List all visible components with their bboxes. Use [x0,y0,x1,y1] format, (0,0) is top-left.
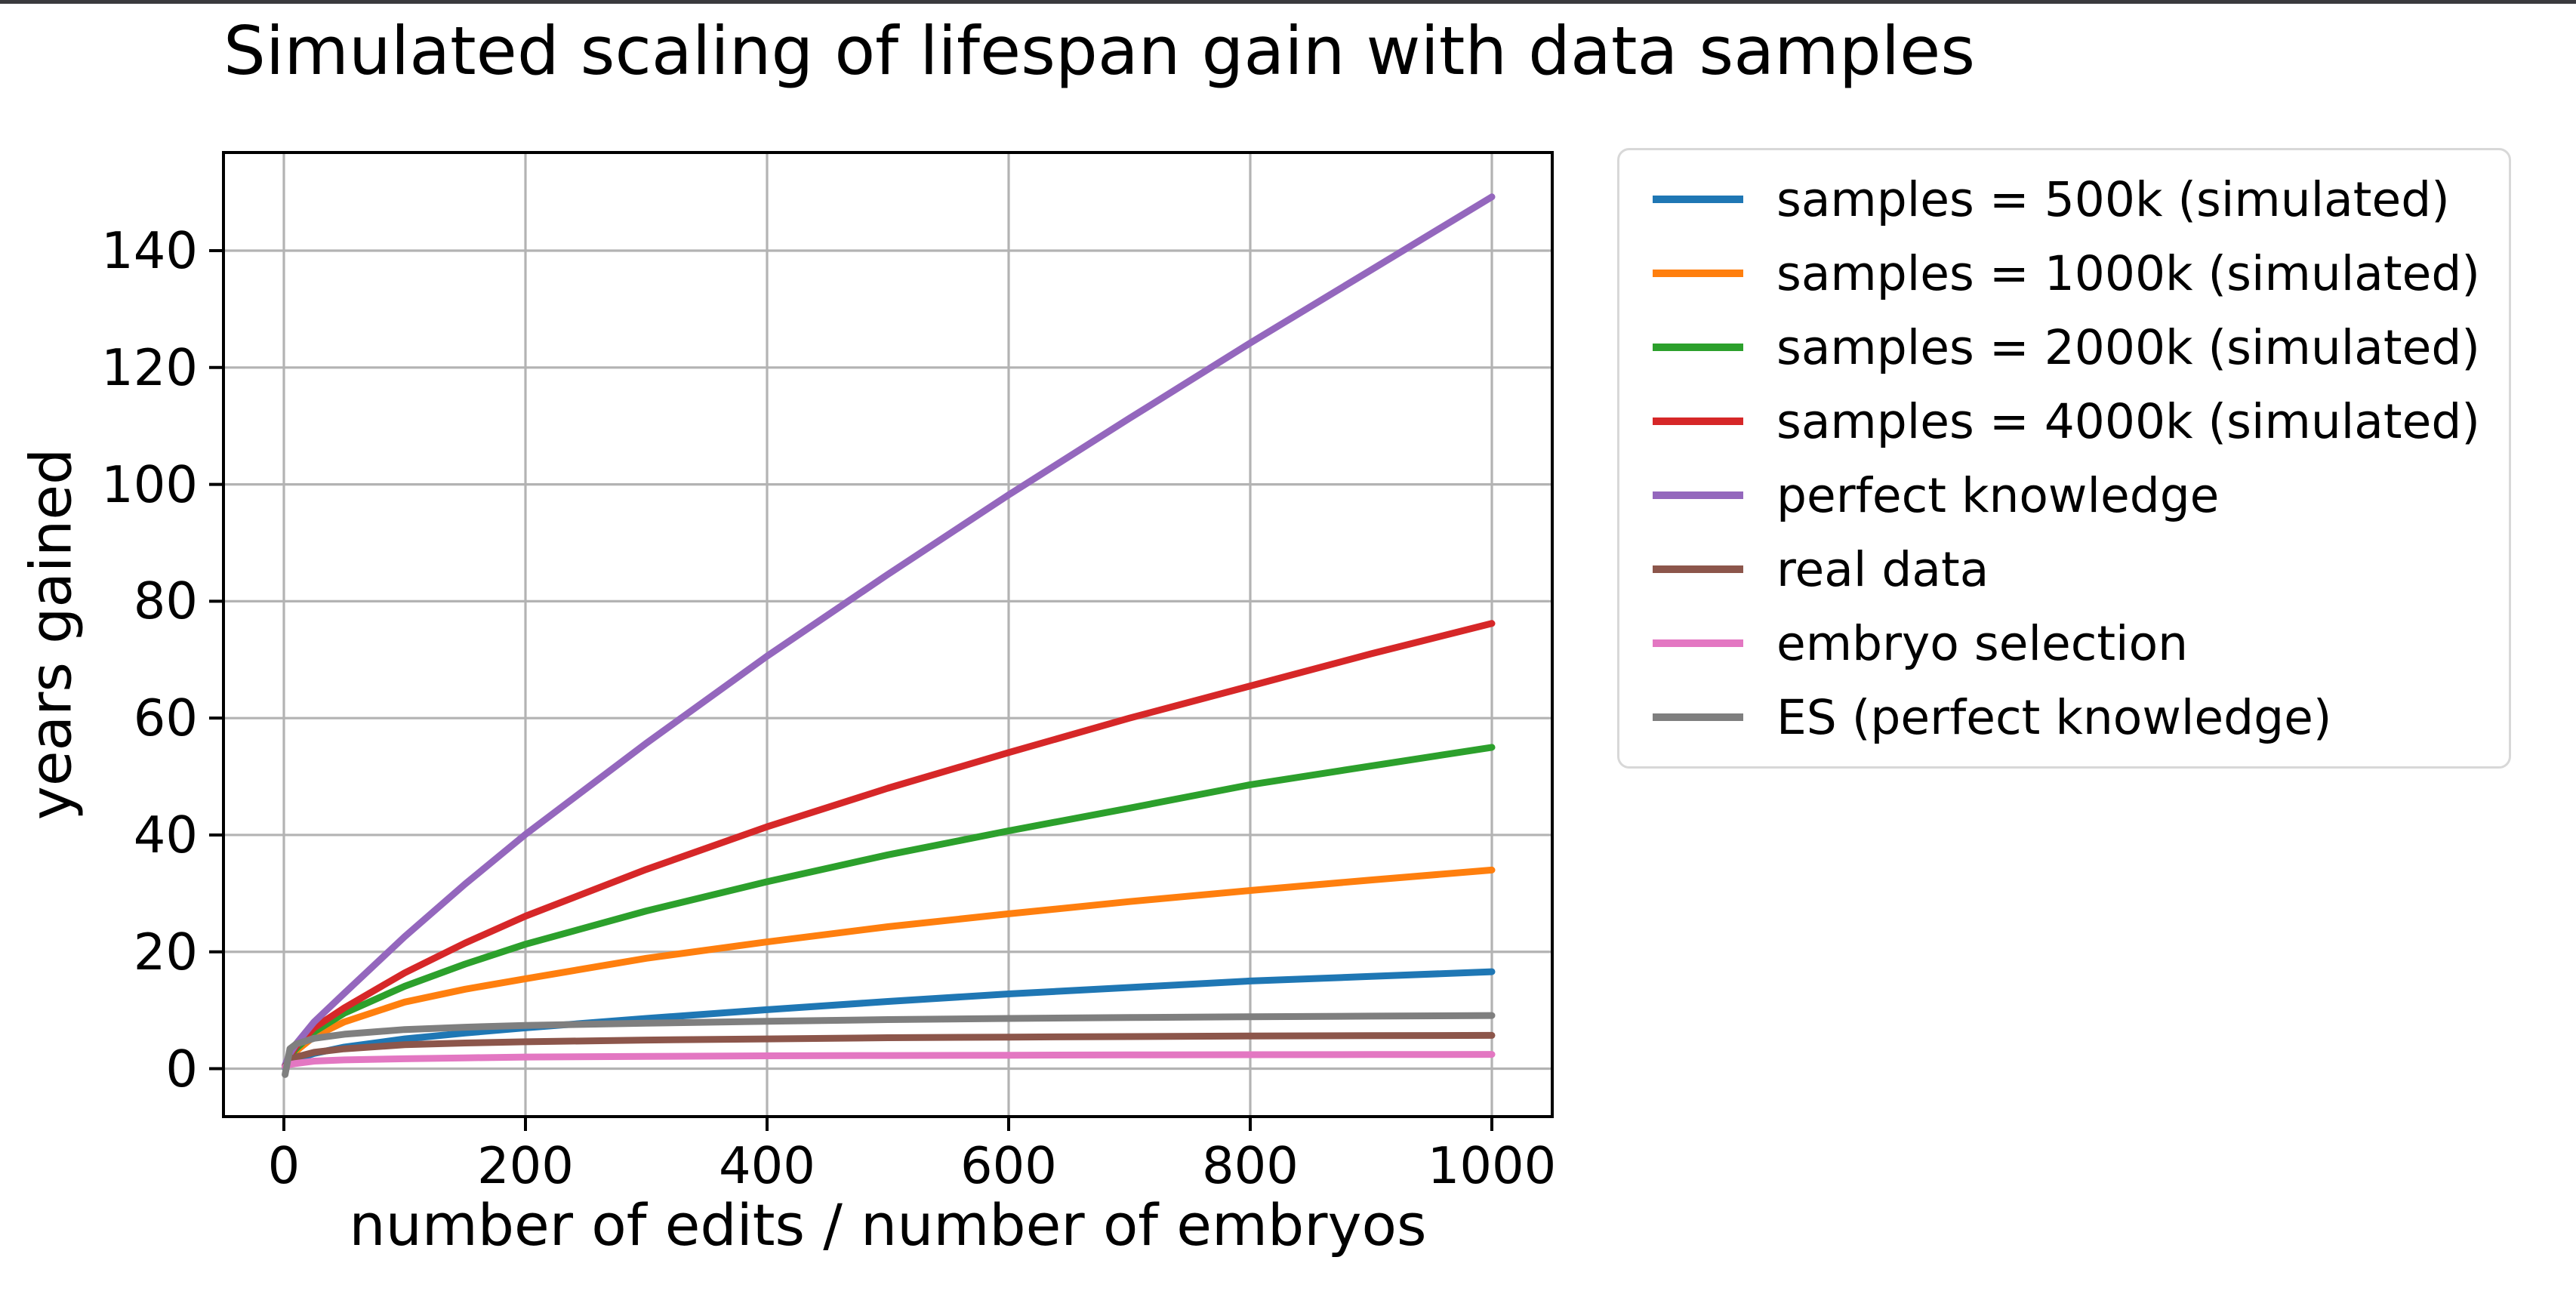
legend-item: samples = 1000k (simulated) [1619,236,2480,310]
legend-item: ES (perfect knowledge) [1619,680,2480,754]
curve-4 [282,193,1496,1069]
legend-label: samples = 4000k (simulated) [1776,393,2480,449]
legend-line-sample-icon [1653,270,1743,277]
curve-5 [282,1031,1496,1070]
legend-line-sample-icon [1653,713,1743,721]
legend: samples = 500k (simulated) samples = 1000… [1617,148,2511,769]
y-tick-label: 40 [133,805,198,864]
legend-line-sample-icon [1653,196,1743,203]
y-tick-label: 20 [133,922,198,981]
curve-6 [282,1051,1496,1071]
legend-label: samples = 1000k (simulated) [1776,245,2480,301]
legend-line-sample-icon [1653,417,1743,425]
legend-label: perfect knowledge [1776,467,2220,523]
legend-line-sample-icon [1653,491,1743,499]
chart-title: Simulated scaling of lifespan gain with … [223,12,1976,90]
legend-item: samples = 4000k (simulated) [1619,384,2480,458]
x-tick-label: 600 [960,1136,1057,1195]
y-tick-label: 80 [133,572,198,631]
y-tick-label: 120 [101,337,198,397]
legend-item: embryo selection [1619,606,2480,680]
legend-label: real data [1776,541,1989,597]
window-top-edge [0,0,2576,4]
x-tick-label: 0 [267,1136,300,1195]
legend-label: embryo selection [1776,615,2189,671]
legend-label: ES (perfect knowledge) [1776,689,2332,745]
legend-label: samples = 500k (simulated) [1776,171,2450,227]
legend-item: samples = 2000k (simulated) [1619,310,2480,384]
legend-line-sample-icon [1653,344,1743,351]
y-tick-label: 0 [165,1039,198,1098]
x-tick-label: 1000 [1427,1136,1557,1195]
legend-item: real data [1619,532,2480,606]
legend-line-sample-icon [1653,639,1743,647]
legend-label: samples = 2000k (simulated) [1776,319,2480,375]
y-tick-label: 140 [101,221,198,281]
axes-spines [222,151,1554,1118]
y-tick-label: 100 [101,454,198,514]
y-tick-label: 60 [133,689,198,748]
legend-item: samples = 500k (simulated) [1619,162,2480,236]
x-tick-label: 400 [719,1136,815,1195]
curve-7 [282,1012,1496,1078]
x-axis-label: number of edits / number of embryos [349,1191,1427,1259]
legend-line-sample-icon [1653,565,1743,573]
x-tick-label: 200 [477,1136,574,1195]
x-tick-label: 800 [1202,1136,1299,1195]
legend-item: perfect knowledge [1619,458,2480,532]
